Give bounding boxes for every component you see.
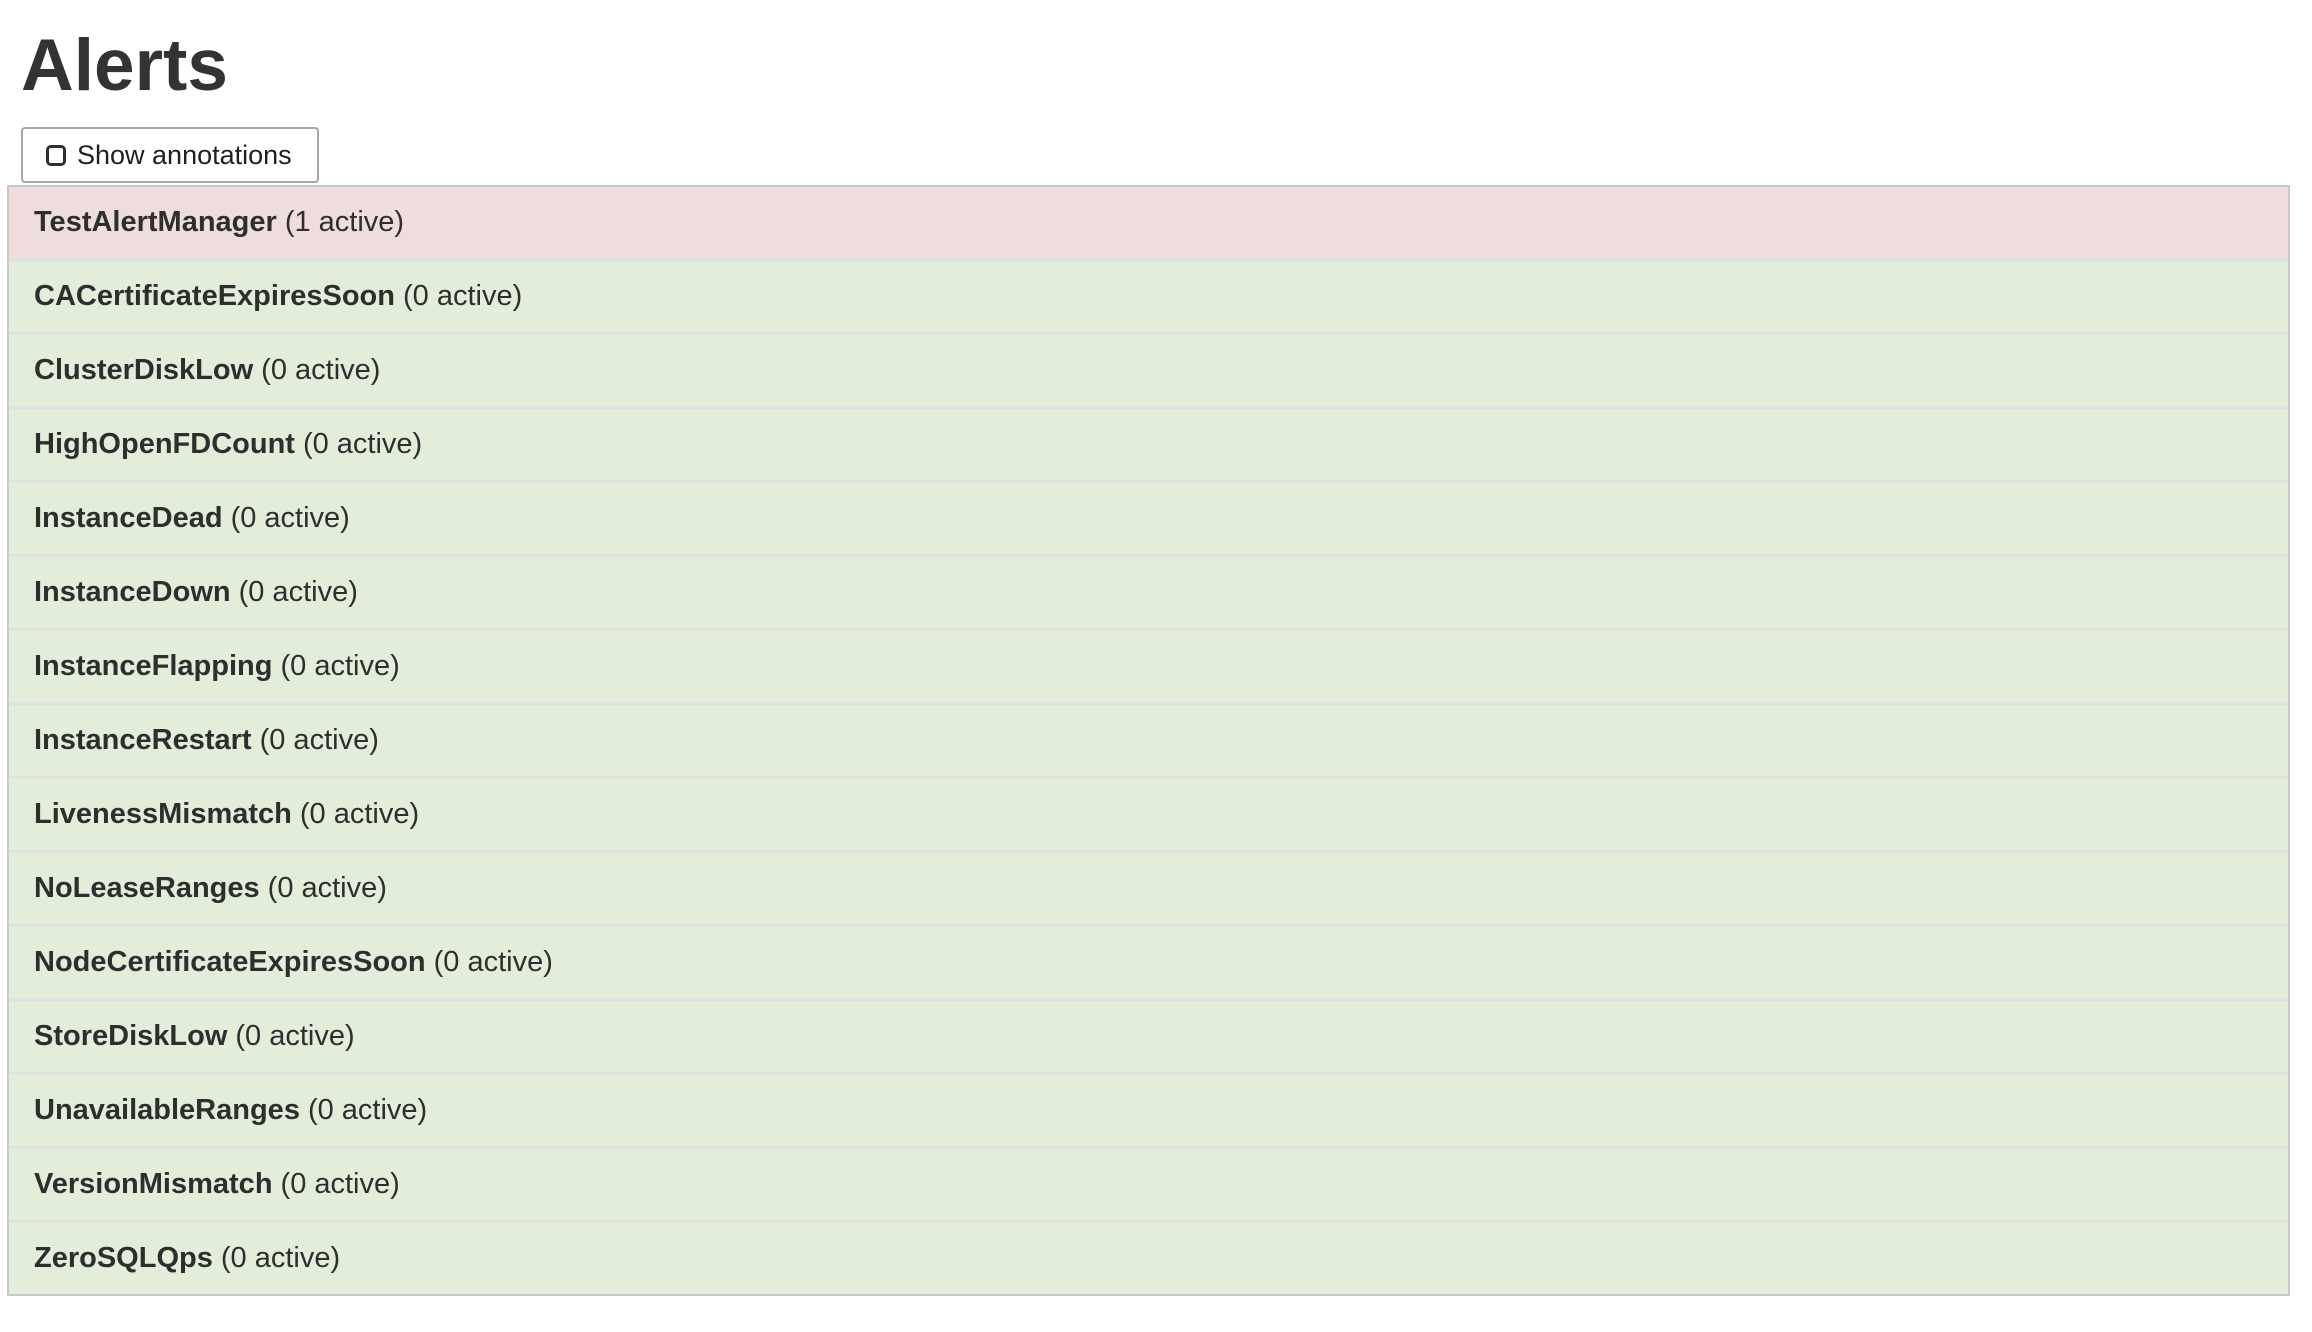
alert-name: InstanceRestart xyxy=(34,724,252,756)
alert-row[interactable]: InstanceRestart (0 active) xyxy=(9,702,2288,776)
alert-row[interactable]: NoLeaseRanges (0 active) xyxy=(9,850,2288,924)
alert-row[interactable]: LivenessMismatch (0 active) xyxy=(9,776,2288,850)
show-annotations-button[interactable]: Show annotations xyxy=(21,127,319,183)
alert-active-count: (0 active) xyxy=(280,650,400,682)
alerts-table: TestAlertManager (1 active) CACertificat… xyxy=(7,185,2290,1296)
alert-active-count: (0 active) xyxy=(230,502,350,534)
alert-row[interactable]: StoreDiskLow (0 active) xyxy=(9,998,2288,1072)
alert-name: NodeCertificateExpiresSoon xyxy=(34,946,426,978)
alert-name: InstanceDead xyxy=(34,502,223,534)
alert-name: HighOpenFDCount xyxy=(34,428,295,460)
alert-name: VersionMismatch xyxy=(34,1168,273,1200)
alert-active-count: (0 active) xyxy=(403,280,523,312)
alert-active-count: (0 active) xyxy=(220,1242,341,1274)
alert-active-count: (1 active) xyxy=(284,206,405,238)
alert-row[interactable]: InstanceDown (0 active) xyxy=(9,554,2288,628)
alert-active-count: (0 active) xyxy=(280,1168,400,1200)
alert-name: UnavailableRanges xyxy=(34,1094,300,1126)
toolbar: Show annotations xyxy=(21,127,2312,183)
alert-row[interactable]: ZeroSQLQps (0 active) xyxy=(9,1220,2288,1294)
alert-row[interactable]: UnavailableRanges (0 active) xyxy=(9,1072,2288,1146)
alert-name: ClusterDiskLow xyxy=(34,354,254,386)
alert-name: NoLeaseRanges xyxy=(34,872,260,904)
alert-row[interactable]: ClusterDiskLow (0 active) xyxy=(9,332,2288,406)
alert-active-count: (0 active) xyxy=(302,428,423,460)
alert-active-count: (0 active) xyxy=(235,1020,355,1052)
alert-name: CACertificateExpiresSoon xyxy=(34,280,395,312)
alert-row[interactable]: VersionMismatch (0 active) xyxy=(9,1146,2288,1220)
alert-name: LivenessMismatch xyxy=(34,798,292,830)
alert-active-count: (0 active) xyxy=(299,798,420,830)
alert-name: ZeroSQLQps xyxy=(34,1242,213,1274)
checkbox-icon xyxy=(46,144,66,166)
alert-name: InstanceFlapping xyxy=(34,650,273,682)
alert-active-count: (0 active) xyxy=(259,724,379,756)
alert-active-count: (0 active) xyxy=(433,946,553,978)
alert-name: InstanceDown xyxy=(34,576,231,608)
alert-active-count: (0 active) xyxy=(238,576,358,608)
alert-row[interactable]: InstanceDead (0 active) xyxy=(9,480,2288,554)
alert-row[interactable]: NodeCertificateExpiresSoon (0 active) xyxy=(9,924,2288,998)
show-annotations-label: Show annotations xyxy=(77,139,292,170)
alert-row[interactable]: TestAlertManager (1 active) xyxy=(9,187,2288,258)
alert-active-count: (0 active) xyxy=(261,354,381,386)
alert-name: StoreDiskLow xyxy=(34,1020,228,1052)
alert-row[interactable]: CACertificateExpiresSoon (0 active) xyxy=(9,258,2288,332)
alert-row[interactable]: InstanceFlapping (0 active) xyxy=(9,628,2288,702)
alert-active-count: (0 active) xyxy=(267,872,387,904)
page-title: Alerts xyxy=(21,25,228,106)
alert-name: TestAlertManager xyxy=(34,206,277,238)
alert-active-count: (0 active) xyxy=(307,1094,428,1126)
alert-row[interactable]: HighOpenFDCount (0 active) xyxy=(9,406,2288,480)
